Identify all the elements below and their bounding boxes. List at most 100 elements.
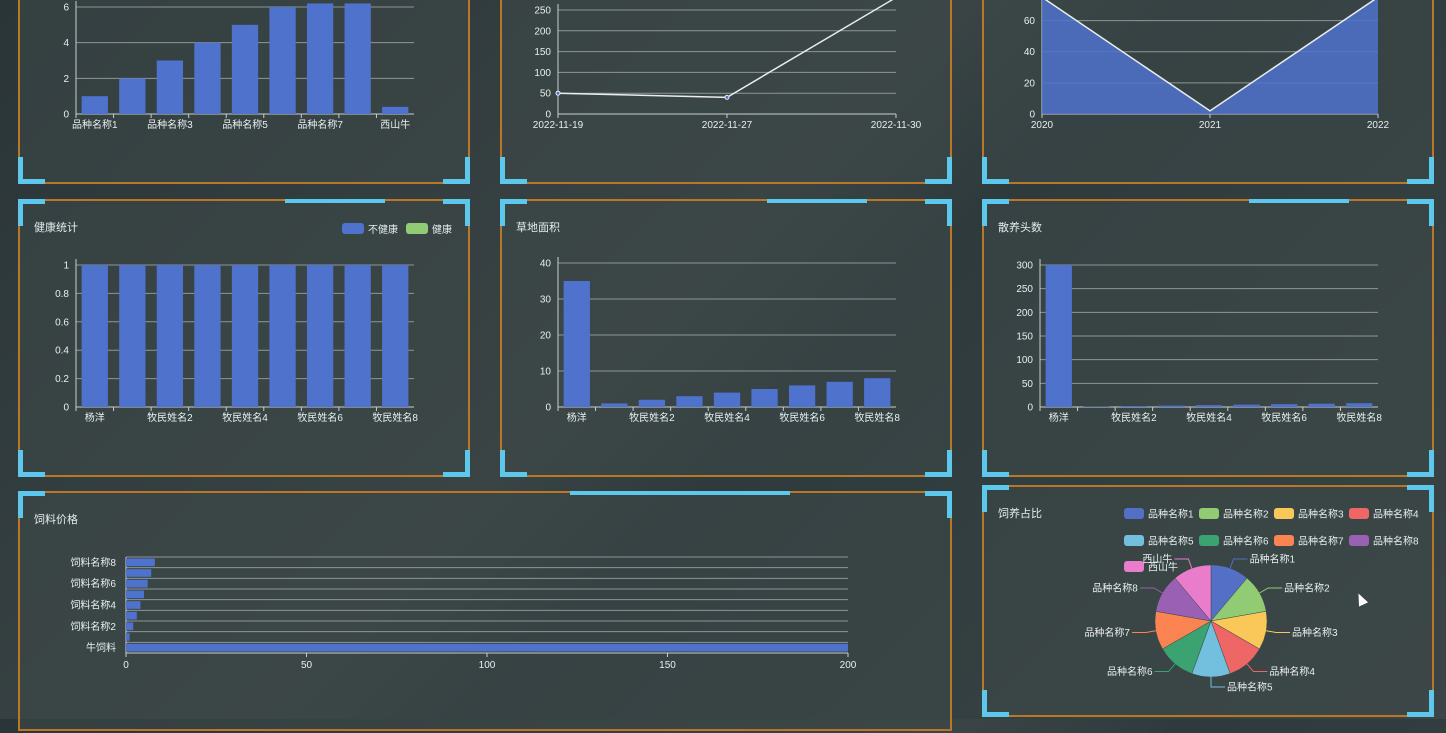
x-tick-label: 牧民姓名8: [372, 411, 418, 424]
x-tick-label: 牧民姓名4: [222, 411, 268, 424]
bar: [126, 590, 144, 598]
bar: [1233, 405, 1259, 407]
bar: [1271, 404, 1297, 407]
bar: [194, 43, 220, 114]
y-tick-label: 0: [545, 110, 551, 121]
bar: [119, 265, 145, 407]
legend-swatch: [1274, 535, 1294, 546]
x-tick-label: 50: [301, 660, 313, 671]
y-tick-label: 50: [1022, 379, 1034, 390]
legend-label: 品种名称6: [1223, 535, 1269, 548]
bar: [194, 265, 220, 407]
x-tick-label: 2020: [1031, 120, 1054, 131]
y-tick-label: 100: [1016, 355, 1033, 366]
bar: [382, 265, 408, 407]
pie-label-line: [1259, 588, 1282, 593]
bar: [676, 396, 702, 407]
x-tick-label: 牧民姓名2: [1111, 411, 1157, 424]
x-tick-label: 品种名称1: [72, 118, 118, 131]
y-tick-label: 20: [1024, 78, 1036, 89]
breed-pie-chart: 品种名称1 品种名称2 品种名称3 品种名称4 品种名称5 品种名称6 品种名称7 品种名称8…: [984, 487, 1436, 719]
y-tick-label: 6: [63, 3, 69, 14]
pie-label: 品种名称1: [1250, 552, 1296, 565]
bar: [126, 569, 151, 577]
x-tick-label: 2022-11-19: [533, 120, 584, 131]
bar: [232, 265, 258, 407]
x-tick-label: 牧民姓名6: [779, 411, 825, 424]
pie-label-line: [1132, 631, 1156, 633]
legend-label: 品种名称4: [1373, 508, 1419, 521]
y-tick-label: 250: [1016, 284, 1033, 295]
y-tick-label: 250: [534, 6, 551, 17]
y-tick-label: 40: [1024, 47, 1036, 58]
bar: [345, 265, 371, 407]
bar: [232, 25, 258, 114]
bar: [126, 601, 140, 609]
pie-label: 品种名称7: [1084, 626, 1130, 639]
pie-label-line: [1140, 588, 1163, 593]
data-point: [556, 91, 560, 95]
y-tick-label: 0: [545, 403, 551, 414]
x-tick-label: 牧民姓名8: [1336, 411, 1382, 424]
pie-label-line: [1211, 677, 1225, 687]
y-tick-label: 30: [540, 295, 552, 306]
bar: [1046, 265, 1072, 407]
bar: [1346, 403, 1372, 407]
x-tick-label: 品种名称5: [222, 118, 268, 131]
pie-label: 品种名称5: [1227, 681, 1273, 694]
y-tick-label: 牛饲料: [86, 641, 116, 654]
pie-label: 品种名称3: [1292, 626, 1338, 639]
x-tick-label: 西山牛: [380, 118, 410, 131]
y-tick-label: 2: [63, 74, 69, 85]
legend-swatch: [1274, 508, 1294, 519]
bar: [82, 265, 108, 407]
y-tick-label: 300: [1016, 261, 1033, 272]
data-point: [725, 95, 729, 99]
legend-swatch: [1124, 535, 1144, 546]
pie-label: 品种名称4: [1269, 665, 1315, 678]
y-tick-label: 0: [63, 403, 69, 414]
y-tick-label: 0.4: [55, 346, 69, 357]
legend-label: 品种名称8: [1373, 535, 1419, 548]
bar: [382, 107, 408, 114]
x-tick-label: 0: [123, 660, 129, 671]
x-tick-label: 品种名称7: [297, 118, 343, 131]
y-tick-label: 0.6: [55, 317, 69, 328]
x-tick-label: 品种名称3: [147, 118, 193, 131]
x-tick-label: 2022-11-27: [702, 120, 753, 131]
y-tick-label: 饲料名称6: [70, 577, 116, 590]
x-tick-label: 牧民姓名2: [147, 411, 193, 424]
legend-label: 品种名称1: [1148, 508, 1194, 521]
legend-swatch: [1124, 508, 1144, 519]
x-tick-label: 200: [840, 660, 857, 671]
pie-label-line: [1155, 664, 1175, 672]
bar: [601, 403, 627, 407]
bar: [126, 644, 848, 652]
bar: [564, 281, 590, 407]
legend-label: 品种名称5: [1148, 535, 1194, 548]
bar: [789, 385, 815, 407]
y-tick-label: 饲料名称2: [70, 620, 116, 633]
bar: [157, 265, 183, 407]
pie-label: 品种名称2: [1284, 582, 1330, 595]
y-tick-label: 40: [540, 259, 552, 270]
bar: [119, 78, 145, 114]
bar: [307, 3, 333, 114]
y-tick-label: 饲料名称8: [70, 556, 116, 569]
x-tick-label: 杨洋: [85, 411, 105, 424]
legend-label: 品种名称7: [1298, 535, 1344, 548]
y-tick-label: 4: [63, 38, 69, 49]
y-tick-label: 200: [1016, 308, 1033, 319]
bar: [345, 3, 371, 114]
y-tick-label: 饲料名称4: [70, 599, 116, 612]
y-tick-label: 1: [63, 261, 69, 272]
x-tick-label: 牧民姓名4: [704, 411, 750, 424]
